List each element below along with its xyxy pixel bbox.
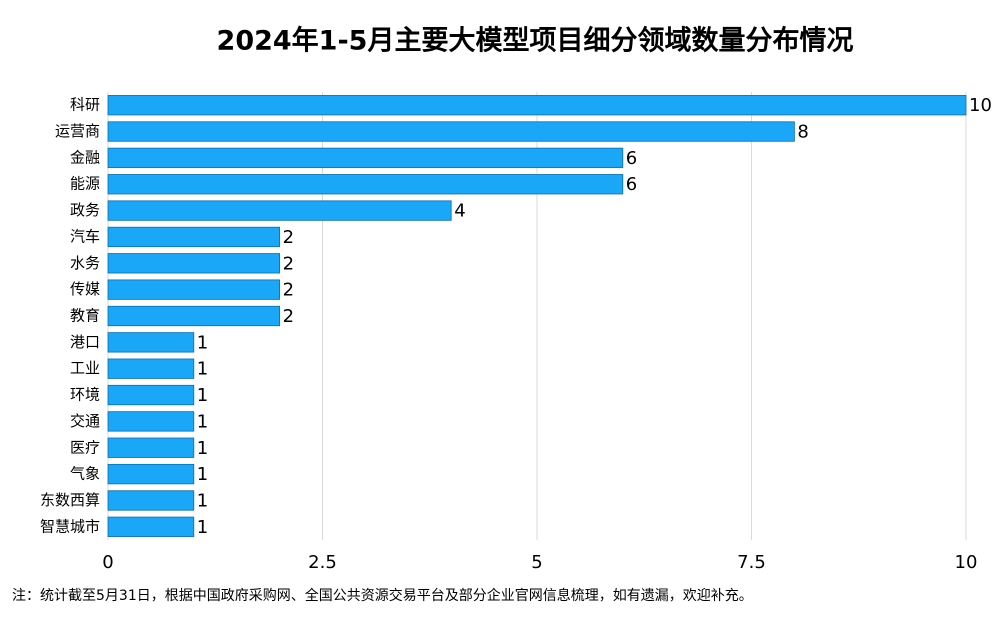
value-label: 4 xyxy=(454,201,465,222)
y-tick-label: 气象 xyxy=(70,465,100,483)
y-tick-label: 东数西算 xyxy=(40,491,100,509)
bar xyxy=(107,384,195,406)
value-label: 1 xyxy=(197,385,208,406)
value-label: 1 xyxy=(197,464,208,485)
value-label: 1 xyxy=(197,411,208,432)
y-tick-label: 运营商 xyxy=(55,122,100,140)
x-tick-label: 10 xyxy=(955,552,978,573)
bar xyxy=(107,332,195,353)
bar xyxy=(107,226,281,248)
bar xyxy=(107,358,195,379)
value-label: 10 xyxy=(969,95,992,116)
y-tick-label: 科研 xyxy=(70,96,100,114)
y-tick-label: 医疗 xyxy=(70,438,100,456)
x-tick-label: 5 xyxy=(531,552,542,573)
value-label: 1 xyxy=(197,332,208,353)
value-label: 2 xyxy=(283,227,294,248)
value-label: 1 xyxy=(197,517,208,538)
value-label: 1 xyxy=(197,490,208,511)
bar xyxy=(107,411,195,432)
chart-title: 2024年1-5月主要大模型项目细分领域数量分布情况 xyxy=(217,25,854,57)
y-tick-label: 传媒 xyxy=(70,280,100,298)
bar xyxy=(107,279,281,300)
y-tick-label: 智慧城市 xyxy=(40,517,100,535)
bar xyxy=(107,463,195,485)
x-tick-label: 7.5 xyxy=(737,552,766,573)
value-label: 6 xyxy=(626,174,637,195)
bar xyxy=(107,305,281,327)
y-tick-label: 教育 xyxy=(70,307,100,325)
value-label: 2 xyxy=(283,253,294,274)
bar xyxy=(107,121,795,142)
value-label: 8 xyxy=(797,122,808,143)
bar xyxy=(107,95,967,116)
y-tick-label: 能源 xyxy=(70,175,100,193)
y-tick-label: 金融 xyxy=(70,148,100,166)
bar xyxy=(107,490,195,511)
y-tick-label: 政务 xyxy=(70,201,100,219)
bar xyxy=(107,516,195,537)
x-tick-label: 2.5 xyxy=(308,552,337,573)
footnote: 注：统计截至5月31日，根据中国政府采购网、全国公共资源交易平台及部分企业官网信… xyxy=(12,587,753,604)
bar xyxy=(107,200,452,221)
y-tick-label: 工业 xyxy=(70,359,100,377)
y-tick-label: 环境 xyxy=(70,386,100,404)
value-label: 1 xyxy=(197,359,208,380)
bar xyxy=(107,437,195,458)
bar xyxy=(107,147,624,169)
value-label: 6 xyxy=(626,148,637,169)
y-tick-label: 交通 xyxy=(70,412,100,430)
value-label: 1 xyxy=(197,438,208,459)
value-label: 2 xyxy=(283,280,294,301)
bar xyxy=(107,174,624,195)
y-tick-label: 汽车 xyxy=(70,227,100,245)
value-label: 2 xyxy=(283,306,294,327)
bar xyxy=(107,253,281,274)
y-tick-label: 港口 xyxy=(70,333,100,351)
x-tick-label: 0 xyxy=(102,552,113,573)
y-tick-label: 水务 xyxy=(70,254,100,272)
